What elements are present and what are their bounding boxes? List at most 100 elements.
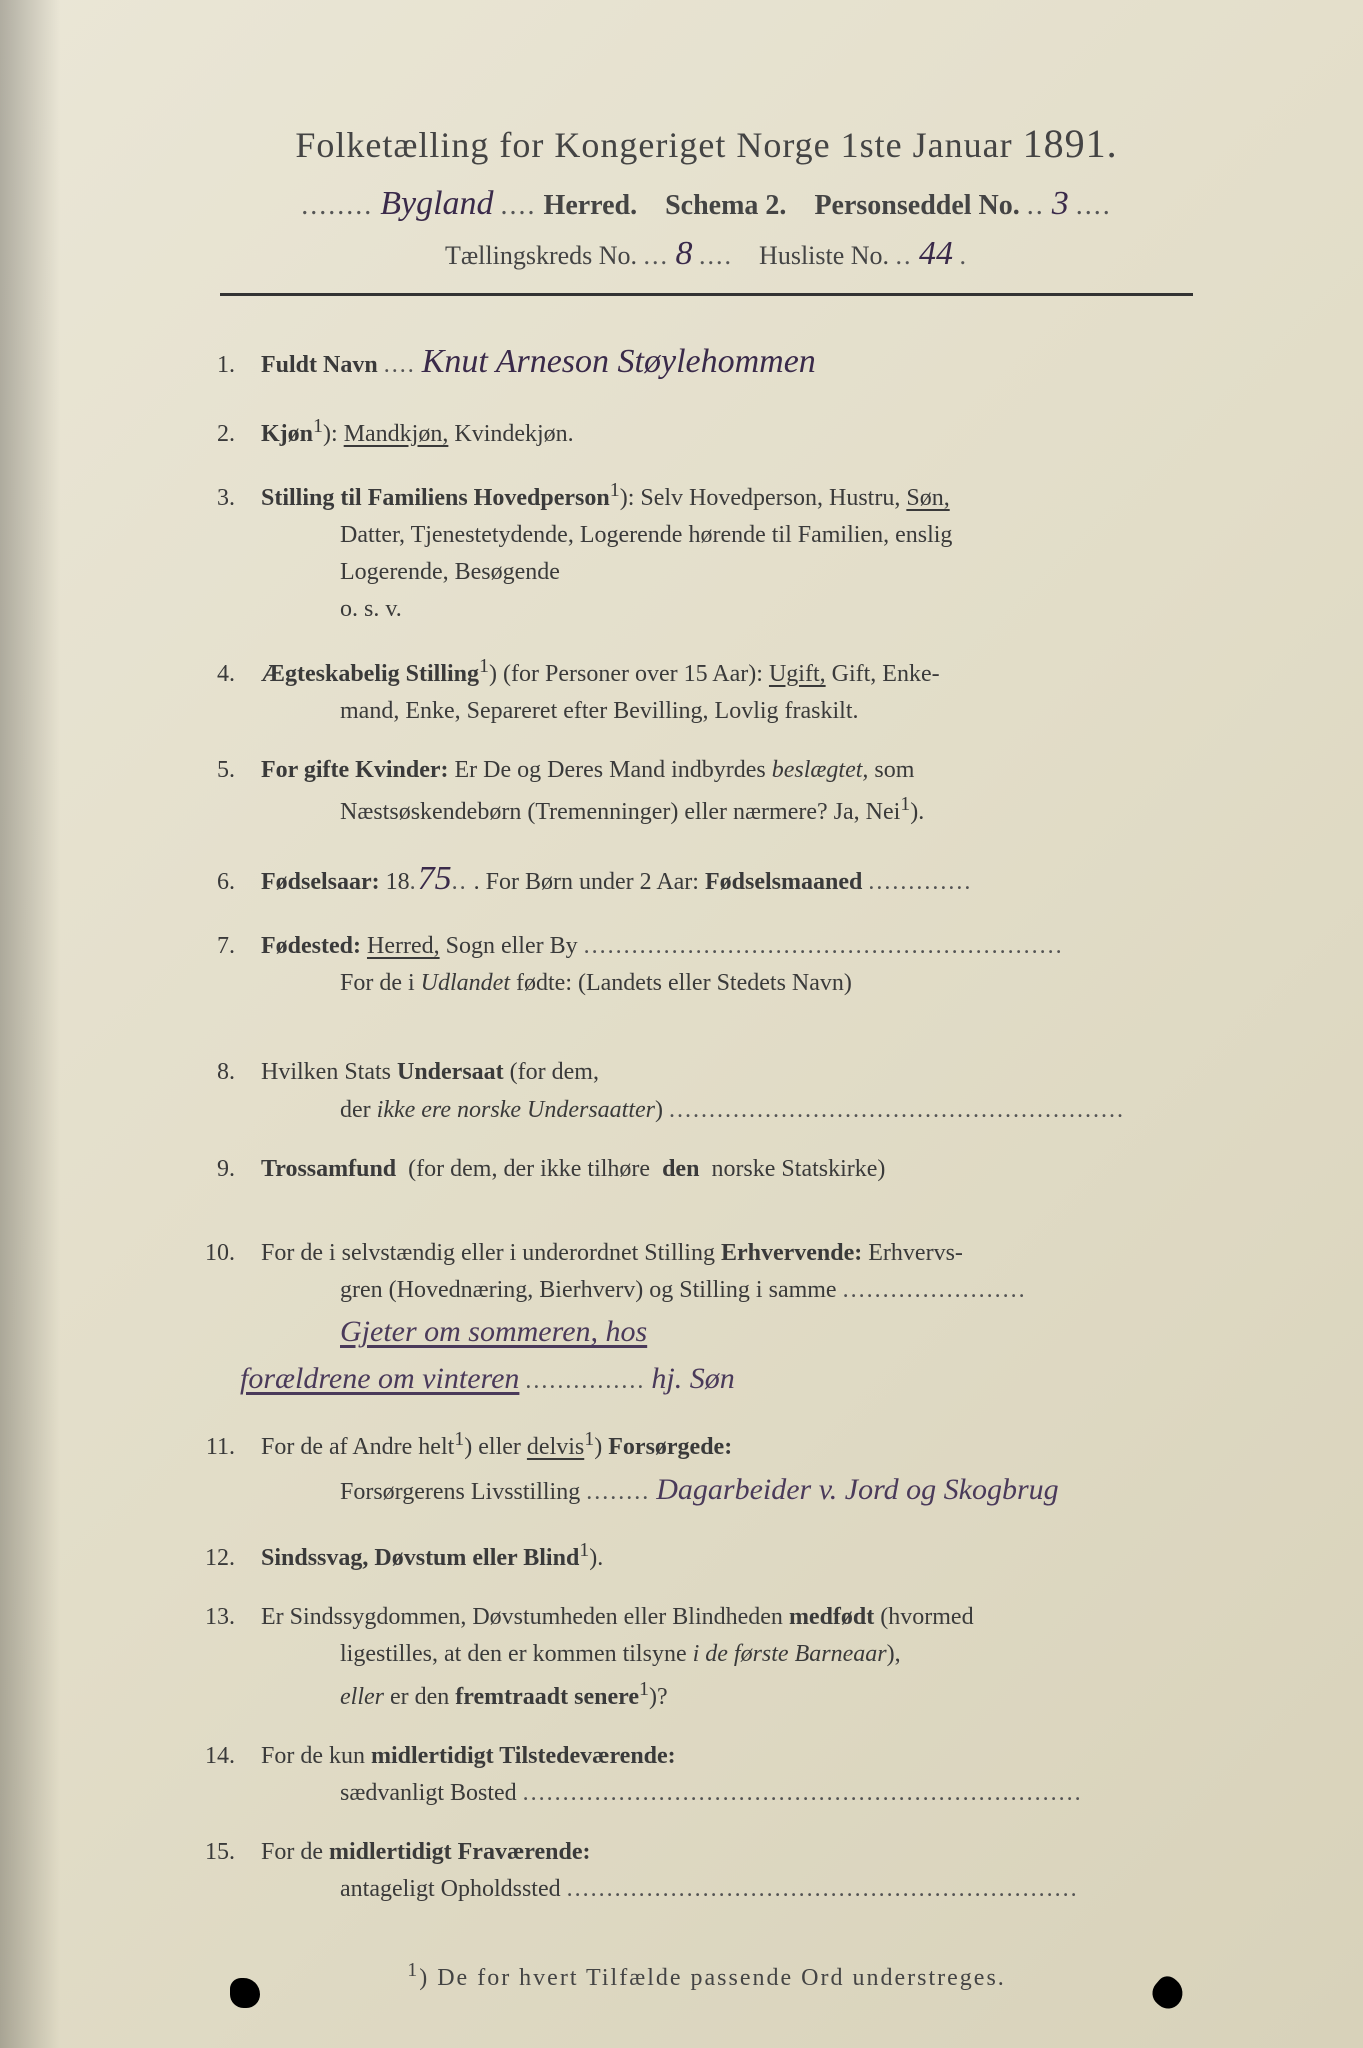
dots: ..	[896, 241, 913, 270]
q11-line2: Forsørgerens Livsstilling	[340, 1479, 580, 1505]
q-num: 13.	[180, 1599, 235, 1636]
sup: 1	[639, 1678, 649, 1700]
q9-den: den	[662, 1156, 699, 1182]
q5-beslaegtet: beslægtet,	[772, 757, 869, 783]
question-14: 14. For de kun midlertidigt Tilstedevære…	[180, 1738, 1233, 1812]
dots: ........................................…	[669, 1097, 1125, 1123]
q2-kvindekjon: Kvindekjøn.	[454, 421, 573, 447]
footnote: 1) De for hvert Tilfælde passende Ord un…	[180, 1959, 1233, 1992]
husliste-label: Husliste No.	[759, 241, 889, 270]
q-num: 10.	[180, 1235, 235, 1272]
header-line-2: Tællingskreds No. ... 8 .... Husliste No…	[180, 235, 1233, 273]
q5-line2: Næstsøskendebørn (Tremenninger) eller næ…	[340, 799, 900, 825]
personseddel-label: Personseddel No.	[814, 190, 1019, 221]
q7-line2b: fødte: (Landets eller Stedets Navn)	[516, 970, 852, 996]
q-num: 11.	[180, 1429, 235, 1466]
q-num: 8.	[180, 1054, 235, 1091]
q4-ugift: Ugift,	[769, 661, 826, 687]
q13-line2a: ligestilles, at den er kommen tilsyne	[340, 1641, 687, 1667]
q6-label: Fødselsaar:	[261, 869, 380, 895]
q3-line1a: Selv Hovedperson, Hustru,	[640, 485, 900, 511]
header-rule	[220, 293, 1193, 296]
dots: ...	[644, 241, 670, 270]
question-12: 12. Sindssvag, Døvstum eller Blind1).	[180, 1535, 1233, 1577]
q14-label: midlertidigt Tilstedeværende:	[371, 1743, 676, 1769]
q2-mandkjon: Mandkjøn,	[344, 421, 449, 447]
footer-sup: 1	[407, 1959, 419, 1981]
husliste-no: 44	[919, 235, 953, 272]
document-title: Folketælling for Kongeriget Norge 1ste J…	[180, 120, 1233, 167]
sup: 1	[454, 1428, 464, 1450]
dots: ........................................…	[567, 1876, 1079, 1902]
q9-line1b: norske Statskirke)	[711, 1156, 885, 1182]
q7-rest: Sogn eller By	[446, 933, 578, 959]
q4-rest1: Gift, Enke-	[832, 661, 940, 687]
dots: .......................	[843, 1277, 1027, 1303]
q14-line2: sædvanligt Bosted	[340, 1780, 517, 1806]
q11-label: Forsørgede:	[608, 1434, 732, 1460]
sup: 1	[610, 479, 620, 501]
dots: ...............	[525, 1368, 645, 1394]
q10-hand1: Gjeter om sommeren, hos	[340, 1315, 647, 1348]
sup: 1	[584, 1428, 594, 1450]
q-num: 5.	[180, 752, 235, 789]
q7-udlandet: Udlandet	[421, 970, 510, 996]
q10-label: Erhvervende:	[721, 1240, 862, 1266]
q15-label: midlertidigt Fraværende:	[329, 1839, 591, 1865]
q-num: 7.	[180, 928, 235, 965]
q10-hand3: hj. Søn	[651, 1362, 734, 1395]
q10-line1: For de i selvstændig eller i underordnet…	[261, 1240, 715, 1266]
dots: ....	[699, 241, 733, 270]
q10-hand2: forældrene om vinteren	[240, 1362, 519, 1395]
q13-eller: eller	[340, 1684, 384, 1710]
q6-label2: Fødselsmaaned	[705, 869, 862, 895]
spacer	[180, 1024, 1233, 1054]
q13-medfodt: medfødt	[789, 1604, 874, 1630]
q5-label: For gifte Kvinder:	[261, 757, 449, 783]
dots: ........	[301, 190, 373, 221]
herred-label: Herred.	[544, 190, 638, 221]
dots: .	[960, 241, 969, 270]
sup: 1	[313, 415, 323, 437]
question-11: 11. For de af Andre helt1) eller delvis1…	[180, 1424, 1233, 1513]
question-4: 4. Ægteskabelig Stilling1) (for Personer…	[180, 651, 1233, 730]
document-page: Folketælling for Kongeriget Norge 1ste J…	[0, 0, 1363, 2048]
q12-label: Sindssvag, Døvstum eller Blind	[261, 1545, 579, 1571]
question-15: 15. For de midlertidigt Fraværende: anta…	[180, 1834, 1233, 1908]
q9-label: Trossamfund	[261, 1156, 396, 1182]
question-1: 1. Fuldt Navn .... Knut Arneson Støyleho…	[180, 336, 1233, 389]
question-2: 2. Kjøn1): Mandkjøn, Kvindekjøn.	[180, 411, 1233, 453]
q11-line1a: For de af Andre helt	[261, 1434, 454, 1460]
q4-line2: mand, Enke, Separeret efter Bevilling, L…	[340, 698, 859, 724]
sup: 1	[579, 1539, 589, 1561]
q13-line1b: (hvormed	[880, 1604, 973, 1630]
title-year: 1891.	[1023, 121, 1118, 166]
question-10: 10. For de i selvstændig eller i underor…	[180, 1235, 1233, 1402]
q3-label: Stilling til Familiens Hovedperson	[261, 485, 610, 511]
q13-line1: Er Sindssygdommen, Døvstumheden eller Bl…	[261, 1604, 783, 1630]
question-7: 7. Fødested: Herred, Sogn eller By .....…	[180, 928, 1233, 1002]
q8-label: Undersaat	[397, 1059, 504, 1085]
q-num: 15.	[180, 1834, 235, 1871]
question-8: 8. Hvilken Stats Undersaat (for dem, der…	[180, 1054, 1233, 1128]
q7-label: Fødested:	[261, 933, 361, 959]
q8-line1: Hvilken Stats	[261, 1059, 391, 1085]
q-num: 1.	[180, 347, 235, 384]
dots: ....	[501, 190, 537, 221]
header-line-1: ........ Bygland .... Herred. Schema 2. …	[180, 185, 1233, 223]
schema-label: Schema 2.	[665, 190, 786, 221]
q11-eller: eller	[478, 1434, 521, 1460]
q-num: 2.	[180, 416, 235, 453]
question-9: 9. Trossamfund (for dem, der ikke tilhør…	[180, 1151, 1233, 1188]
q5-line1: Er De og Deres Mand indbyrdes	[455, 757, 766, 783]
q10-line2: gren (Hovednæring, Bierhverv) og Stillin…	[340, 1277, 837, 1303]
q15-line1: For de	[261, 1839, 323, 1865]
dots: ........................................…	[523, 1780, 1083, 1806]
dots: .............	[868, 869, 972, 895]
page-shadow	[0, 0, 60, 2048]
sup: 1	[479, 655, 489, 677]
q7-line2a: For de i	[340, 970, 415, 996]
spacer	[180, 1210, 1233, 1235]
q-num: 4.	[180, 656, 235, 693]
q5-som: som	[874, 757, 914, 783]
